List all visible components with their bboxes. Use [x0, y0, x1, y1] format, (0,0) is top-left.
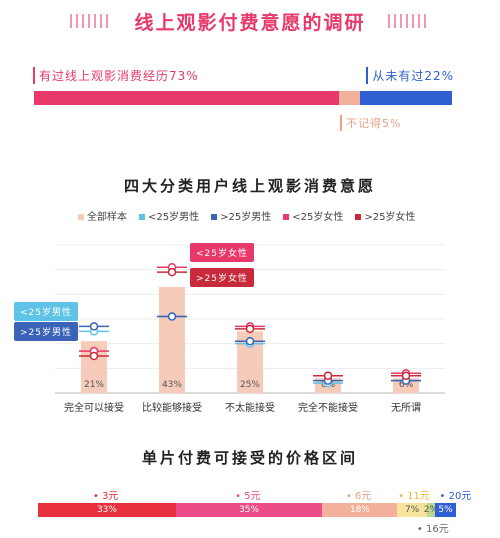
chart1-title: 四大分类用户线上观影消费意愿 — [123, 177, 376, 195]
bar-label: 25% — [240, 380, 260, 390]
callout-male-under25: <25岁男性 — [14, 302, 78, 321]
bar-label: 6% — [399, 380, 414, 390]
legend-item: <25岁男性 — [139, 208, 199, 223]
category-label: 不太能接受 — [225, 401, 275, 414]
overview-segment — [360, 91, 452, 105]
legend-swatch — [355, 214, 362, 220]
price-segment: 35% — [175, 503, 323, 517]
bar — [159, 286, 185, 393]
price-category-label: • 16元 — [416, 524, 449, 535]
title-decoration-right — [388, 14, 430, 28]
marker-point — [167, 312, 177, 321]
legend-item: 全部样本 — [78, 208, 127, 223]
marker-point — [245, 324, 255, 334]
price-segment: 5% — [435, 503, 456, 517]
chart2-title: 单片付费可接受的价格区间 — [141, 449, 358, 467]
legend-item: <25岁女性 — [283, 208, 343, 223]
price-segment: 2% — [423, 503, 439, 517]
price-segment: 18% — [322, 503, 398, 517]
category-label: 无所谓 — [391, 402, 421, 414]
marker-point — [401, 371, 411, 380]
legend-swatch — [78, 214, 84, 220]
legend-swatch — [139, 214, 145, 220]
page-title: 线上观影付费意愿的调研 — [134, 12, 366, 34]
category-label: 完全可以接受 — [64, 401, 124, 414]
legend-label: >25岁男性 — [220, 212, 272, 223]
bar-label: 21% — [84, 380, 104, 390]
overview-stacked-bar — [34, 91, 452, 105]
price-category-label: • 11元 — [398, 491, 430, 502]
never-label: 从未有过22% — [366, 67, 454, 84]
marker-point — [323, 371, 333, 380]
legend-label: 全部样本 — [87, 212, 127, 223]
price-category-label: • 5元 — [235, 491, 261, 502]
paid-label: 有过线上观影消费经历73% — [33, 67, 199, 84]
legend-item: >25岁男性 — [211, 208, 271, 223]
legend-swatch — [283, 214, 290, 220]
bar — [393, 378, 419, 393]
callout-female-over25: >25岁女性 — [190, 268, 254, 287]
callout-male-over25: >25岁男性 — [14, 322, 78, 341]
price-segment: 7% — [397, 503, 427, 517]
category-label: 完全不能接受 — [298, 401, 358, 414]
marker-point — [167, 267, 177, 277]
overview-segment — [34, 91, 340, 105]
legend-swatch — [211, 214, 218, 220]
marker-point — [245, 336, 255, 346]
chart1-legend: 全部样本 <25岁男性 >25岁男性 <25岁女性 >25岁女性 — [78, 208, 478, 223]
legend-label: >25岁女性 — [364, 212, 416, 223]
marker-point — [89, 322, 99, 331]
marker-point — [89, 351, 99, 361]
legend-item: >25岁女性 — [355, 208, 415, 223]
legend-label: <25岁男性 — [148, 212, 200, 223]
callout-female-under25: <25岁女性 — [190, 243, 254, 262]
forgot-label: 不记得5% — [340, 115, 401, 131]
category-label: 比较能够接受 — [142, 401, 202, 414]
title-decoration-left — [70, 14, 112, 28]
overview-segment — [339, 91, 361, 105]
price-segment: 33% — [38, 503, 176, 517]
price-stacked-bar: 33% 35% 18% 7% 2% 5% — [38, 503, 456, 517]
legend-label: <25岁女性 — [292, 212, 344, 223]
bar-label: 43% — [162, 380, 182, 390]
price-category-label: • 6元 — [345, 491, 372, 502]
price-category-label: • 3元 — [92, 491, 119, 502]
price-category-label: • 20元 — [439, 491, 472, 502]
